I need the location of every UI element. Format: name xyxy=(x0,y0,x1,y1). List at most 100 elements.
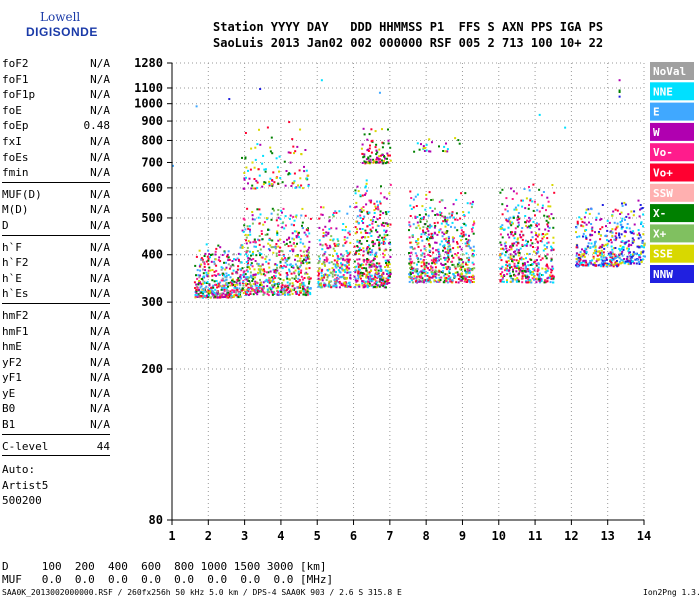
data-point xyxy=(468,279,470,281)
data-point xyxy=(291,232,294,235)
data-point xyxy=(510,258,513,260)
data-point xyxy=(355,220,358,223)
data-point xyxy=(468,239,471,242)
data-point xyxy=(425,149,428,152)
data-point xyxy=(279,246,282,249)
data-point xyxy=(271,239,274,242)
data-point xyxy=(302,283,305,286)
data-point xyxy=(236,293,239,296)
x-tick-label: 3 xyxy=(241,529,248,543)
data-point xyxy=(515,192,518,195)
data-point xyxy=(206,296,209,299)
data-point xyxy=(533,275,536,278)
data-point xyxy=(461,273,464,276)
data-point xyxy=(267,262,270,265)
data-point xyxy=(447,249,449,252)
data-point xyxy=(321,262,324,265)
data-point xyxy=(365,263,368,266)
data-point xyxy=(545,257,548,260)
data-point xyxy=(425,143,428,146)
data-point xyxy=(453,265,456,268)
data-point xyxy=(293,219,296,222)
data-point xyxy=(509,258,512,260)
data-point xyxy=(219,260,222,263)
param-value: N/A xyxy=(90,324,110,338)
data-point xyxy=(522,267,525,270)
data-point xyxy=(369,158,372,161)
data-point xyxy=(361,152,364,155)
data-point xyxy=(386,157,388,160)
footer-file-info: SAA0K_2013002000000.RSF / 260fx256h 50 k… xyxy=(2,588,402,597)
data-point xyxy=(463,223,466,226)
data-point xyxy=(427,214,430,217)
data-point xyxy=(508,264,511,267)
data-point xyxy=(226,255,228,258)
data-point xyxy=(642,213,645,216)
data-point xyxy=(231,291,233,294)
data-point xyxy=(416,263,418,266)
data-point xyxy=(323,276,326,279)
data-point xyxy=(413,262,416,265)
data-point xyxy=(269,146,272,149)
data-point xyxy=(519,257,521,260)
data-point xyxy=(599,263,602,266)
data-point xyxy=(585,208,588,211)
data-point xyxy=(268,266,271,269)
data-point xyxy=(429,206,432,209)
param-row: yE N/A xyxy=(2,386,110,402)
data-point xyxy=(409,204,412,207)
data-point xyxy=(214,250,217,253)
data-point xyxy=(289,282,292,285)
data-point xyxy=(627,263,630,266)
data-point xyxy=(408,257,411,260)
data-point xyxy=(471,226,474,229)
data-point xyxy=(600,251,603,254)
data-point xyxy=(261,185,264,188)
data-point xyxy=(576,222,579,225)
data-point xyxy=(467,239,470,242)
data-point xyxy=(551,275,554,277)
x-tick-label: 7 xyxy=(386,529,393,543)
data-point xyxy=(225,278,228,281)
data-point xyxy=(460,258,463,261)
data-point xyxy=(471,249,474,252)
data-point xyxy=(536,273,539,276)
data-point xyxy=(372,219,374,222)
data-point xyxy=(374,255,377,258)
data-point xyxy=(220,288,223,291)
data-point xyxy=(440,212,443,214)
data-point xyxy=(547,225,549,228)
y-tick-label: 400 xyxy=(141,248,163,262)
data-point xyxy=(444,251,447,254)
data-point xyxy=(198,265,201,268)
data-point xyxy=(272,290,275,293)
data-point xyxy=(421,217,424,220)
data-point xyxy=(550,245,553,248)
data-point xyxy=(333,270,336,273)
data-point xyxy=(369,144,371,147)
data-point xyxy=(601,263,604,266)
data-point xyxy=(340,257,343,260)
data-point xyxy=(326,274,329,277)
data-point xyxy=(232,278,234,281)
data-point xyxy=(239,284,242,287)
data-point xyxy=(589,238,592,241)
data-point xyxy=(274,263,277,266)
data-point xyxy=(368,284,371,287)
data-point xyxy=(517,249,520,252)
data-point xyxy=(205,290,208,293)
data-point xyxy=(529,264,532,266)
data-point xyxy=(600,218,603,220)
data-point xyxy=(618,260,621,263)
data-point xyxy=(296,145,299,148)
data-point xyxy=(434,225,437,227)
data-point xyxy=(377,204,379,207)
data-point xyxy=(499,241,502,244)
data-point xyxy=(369,219,372,221)
data-point xyxy=(321,268,324,271)
data-point xyxy=(285,242,288,245)
data-point xyxy=(544,271,547,273)
data-point xyxy=(268,281,271,284)
data-point xyxy=(335,281,338,284)
data-point xyxy=(601,243,604,246)
